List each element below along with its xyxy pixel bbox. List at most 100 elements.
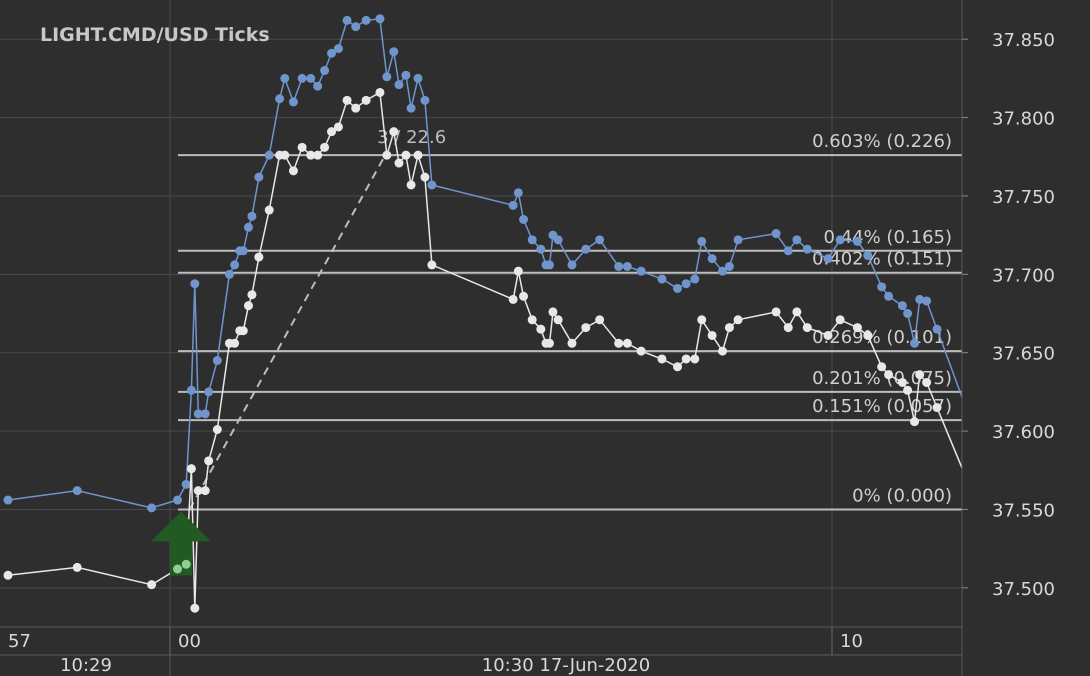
ask-series-point xyxy=(351,22,361,32)
x-time-label: 00 xyxy=(178,631,201,652)
bid-series-point xyxy=(792,307,802,317)
ask-series-point xyxy=(792,235,802,245)
bid-series-point xyxy=(673,362,683,372)
axes: 37.850 37.800 37.750 37.700 37.650 37.600 37.5… xyxy=(0,0,1055,676)
bid-series-point xyxy=(243,301,253,311)
buy-marker xyxy=(151,511,211,576)
bid-series-point xyxy=(513,266,523,276)
bid-series-point xyxy=(389,127,399,137)
bid-series-point xyxy=(581,323,591,333)
ask-series-point xyxy=(508,200,518,210)
bid-series-point xyxy=(884,370,894,380)
ask-series-point xyxy=(536,244,546,254)
ask-series-point xyxy=(771,229,781,239)
ask-series-point xyxy=(657,274,667,284)
ask-series-point xyxy=(212,356,222,366)
bid-series-point xyxy=(724,323,734,333)
y-tick-label: 37.800 xyxy=(992,109,1055,130)
bid-series-point xyxy=(548,307,558,317)
ask-series-point xyxy=(884,291,894,301)
bid-series-point xyxy=(394,158,404,168)
bid-series-point xyxy=(553,315,563,325)
bid-series-point xyxy=(401,150,411,160)
y-tick-label: 37.600 xyxy=(992,422,1055,443)
fib-level-label: 0.603% (0.226) xyxy=(812,131,952,152)
bid-series-point xyxy=(910,417,920,427)
bid-series-point xyxy=(802,323,812,333)
bid-series-point xyxy=(519,291,529,301)
bid-series-point xyxy=(897,377,907,387)
bid-series-point xyxy=(508,294,518,304)
ask-series-point xyxy=(375,14,385,24)
ask-series-point xyxy=(707,254,717,264)
bid-series-point xyxy=(361,95,371,105)
ask-series-point xyxy=(863,251,873,261)
buy-marker-point xyxy=(181,559,191,569)
ask-series-point xyxy=(193,409,203,419)
ask-series-point xyxy=(204,387,214,397)
ask-series-point xyxy=(413,73,423,83)
bid-series-point xyxy=(823,330,833,340)
ask-series-point xyxy=(230,260,240,270)
ask-series-point xyxy=(852,236,862,246)
bid-series-point xyxy=(622,338,632,348)
ask-series-tail xyxy=(936,328,963,398)
bid-series-point xyxy=(567,338,577,348)
bid-series-point xyxy=(190,603,200,613)
ask-series-point xyxy=(835,235,845,245)
ask-series-point xyxy=(622,261,632,271)
x-time-label: 57 xyxy=(8,631,31,652)
y-tick-label: 37.750 xyxy=(992,187,1055,208)
ask-series-point xyxy=(3,495,13,505)
ask-series-point xyxy=(247,211,257,221)
bid-series-point xyxy=(420,172,430,182)
bid-series-point xyxy=(72,562,82,572)
bid-series-point xyxy=(333,122,343,132)
bid-series-point xyxy=(877,362,887,372)
ask-series-point xyxy=(306,73,316,83)
ask-series-point xyxy=(320,66,330,76)
bid-series-point xyxy=(327,127,337,137)
ask-series-point xyxy=(697,236,707,246)
ask-series-point xyxy=(553,235,563,245)
ask-series-point xyxy=(922,296,932,306)
bid-series-point xyxy=(254,252,264,262)
bid-series-point xyxy=(771,307,781,317)
bid-series-point xyxy=(922,377,932,387)
bid-series-point xyxy=(3,570,13,580)
ask-series-point xyxy=(394,80,404,90)
ask-series-point xyxy=(595,235,605,245)
ask-series-point xyxy=(254,172,264,182)
ask-series-point xyxy=(733,235,743,245)
fib-levels: 0.603% (0.226)0.44% (0.165)0.402% (0.151… xyxy=(178,131,962,511)
bid-series-point xyxy=(536,324,546,334)
bid-series-point xyxy=(230,338,240,348)
bid-series-point xyxy=(306,150,316,160)
ask-series-point xyxy=(636,266,646,276)
y-tick-label: 37.700 xyxy=(992,265,1055,286)
trend-line-label: 3 / 22.6 xyxy=(377,127,446,148)
ask-series-point xyxy=(238,246,248,256)
ask-series-point xyxy=(544,260,554,270)
ask-series-point xyxy=(690,274,700,284)
bid-series-point xyxy=(707,330,717,340)
ask-series-point xyxy=(823,254,833,264)
buy-marker-point xyxy=(173,564,183,574)
ask-series-point xyxy=(427,180,437,190)
ask-series-point xyxy=(802,244,812,254)
fib-level-label: 0% (0.000) xyxy=(852,485,952,506)
bid-series-point xyxy=(427,260,437,270)
ask-series-point xyxy=(264,150,274,160)
ask-series-point xyxy=(200,409,210,419)
y-tick-label: 37.550 xyxy=(992,500,1055,521)
ask-series-point xyxy=(275,94,285,104)
ask-series-point xyxy=(915,294,925,304)
bid-series-point xyxy=(382,150,392,160)
ask-series-point xyxy=(224,269,234,279)
ask-series-point xyxy=(581,244,591,254)
bid-series-point xyxy=(238,326,248,336)
ask-series-point xyxy=(614,261,624,271)
ask-series-point xyxy=(903,309,913,318)
bid-series-point xyxy=(733,315,743,325)
